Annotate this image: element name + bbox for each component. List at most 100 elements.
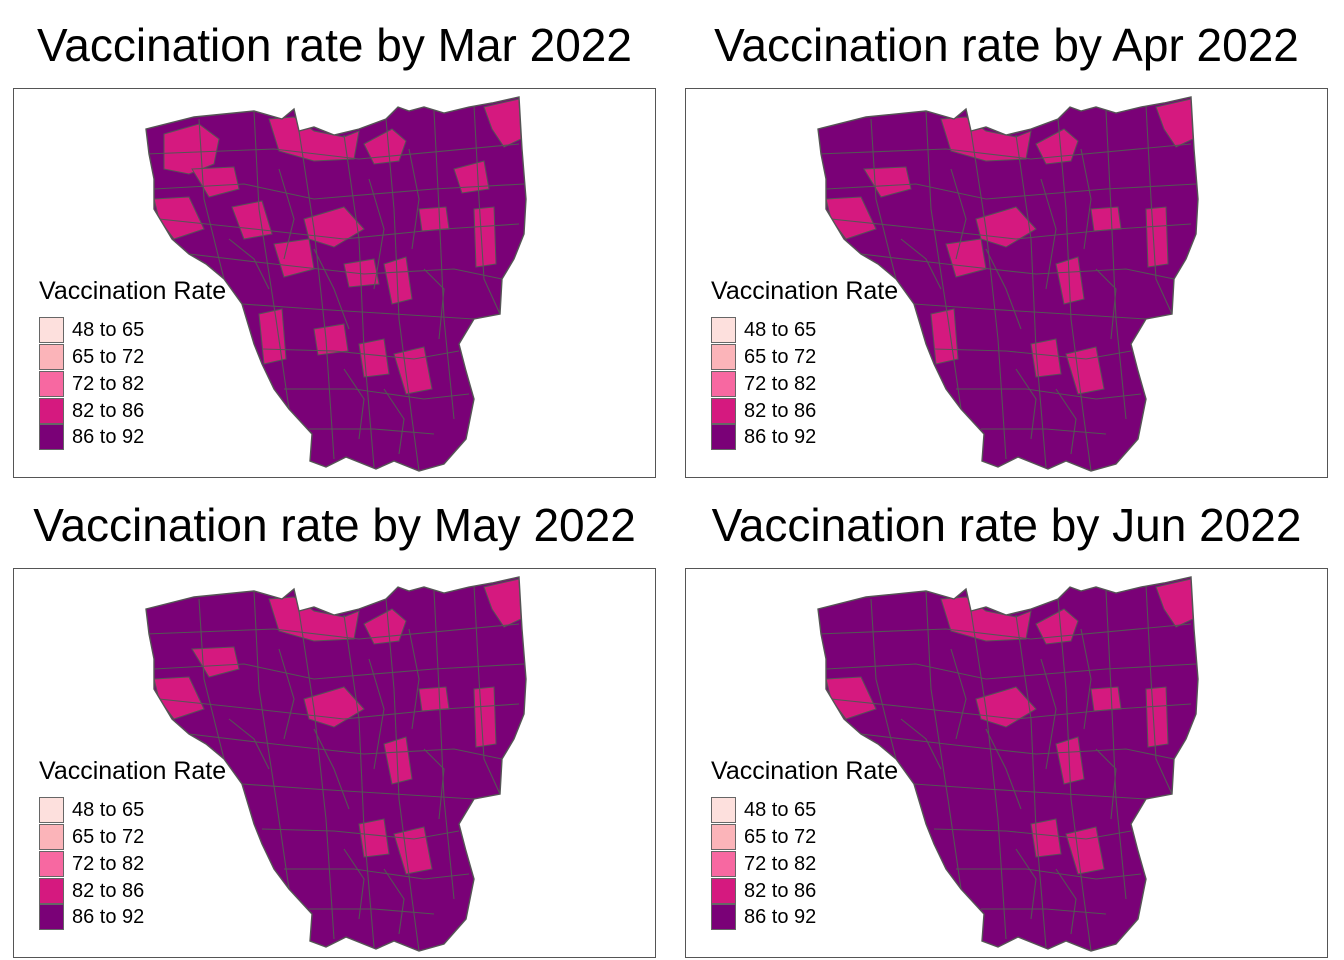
district-boundary <box>473 584 501 795</box>
district-boundary <box>153 183 525 200</box>
legend-title: Vaccination Rate <box>711 277 899 305</box>
legend-label: 48 to 65 <box>72 799 145 822</box>
legend-swatch <box>39 797 64 824</box>
district-boundary <box>1145 584 1173 795</box>
district-boundary <box>408 628 420 730</box>
panel-title: Vaccination rate by May 2022 <box>33 499 636 551</box>
district-northeast-tip <box>483 98 522 148</box>
panel-title: Vaccination rate by Mar 2022 <box>37 19 632 71</box>
legend: Vaccination Rate 48 to 65 65 to 72 72 to… <box>711 275 898 451</box>
district-boundary <box>870 598 897 760</box>
legend-item: 48 to 65 <box>39 797 226 824</box>
legend-item: 65 to 72 <box>39 344 226 371</box>
district-south-a <box>930 308 959 365</box>
legend-label: 65 to 72 <box>72 346 145 369</box>
district-boundary <box>343 134 375 468</box>
legend-item: 48 to 65 <box>39 317 226 344</box>
legend-label: 82 to 86 <box>72 879 145 902</box>
district-boundary <box>860 733 1175 760</box>
legend-swatch <box>39 370 64 397</box>
district-northeast-tip <box>483 578 522 628</box>
legend-label: 86 to 92 <box>744 426 817 449</box>
district-east-strip-c <box>383 256 413 305</box>
district-boundary <box>1015 614 1047 948</box>
district-boundary <box>284 868 470 880</box>
legend: Vaccination Rate 48 to 65 65 to 72 72 to… <box>39 755 226 931</box>
legend-swatch <box>39 904 64 931</box>
map-outline <box>817 96 1199 472</box>
district-boundary <box>830 218 1192 240</box>
choropleth-map <box>145 96 527 472</box>
district-boundary <box>433 110 455 420</box>
district-boundary <box>1080 148 1092 250</box>
legend-title: Vaccination Rate <box>39 277 227 305</box>
district-boundary <box>1057 118 1092 471</box>
legend-item: 86 to 92 <box>39 424 226 451</box>
legend-swatch <box>39 824 64 851</box>
district-boundary <box>1080 628 1092 730</box>
district-boundary <box>343 614 375 948</box>
legend-label: 72 to 82 <box>744 852 817 875</box>
district-boundary <box>473 104 501 315</box>
map-frame: Vaccination Rate 48 to 65 65 to 72 72 to… <box>685 88 1328 478</box>
choropleth-map <box>145 576 527 952</box>
district-boundary <box>1145 104 1173 315</box>
legend-item: 48 to 65 <box>711 317 898 344</box>
district-center-c <box>418 686 450 712</box>
legend-label: 48 to 65 <box>72 319 145 342</box>
legend-swatch <box>711 317 736 344</box>
legend-label: 48 to 65 <box>744 799 817 822</box>
legend-item: 82 to 86 <box>39 877 226 904</box>
district-east-strip-a <box>1145 686 1169 748</box>
legend-label: 72 to 82 <box>744 372 817 395</box>
district-boundary <box>913 783 1147 800</box>
district-center-c <box>418 206 450 232</box>
legend-label: 86 to 92 <box>72 906 145 929</box>
district-boundary <box>1057 598 1092 951</box>
district-boundary <box>298 130 335 460</box>
legend: Vaccination Rate 48 to 65 65 to 72 72 to… <box>711 755 898 931</box>
legend-label: 86 to 92 <box>744 906 817 929</box>
district-boundary <box>925 590 962 890</box>
district-boundary <box>970 130 1007 460</box>
district-boundary <box>253 590 290 890</box>
legend-swatch <box>711 397 736 424</box>
map-panel-apr: Vaccination rate by Apr 2022 Vaccination… <box>685 10 1328 480</box>
legend-label: 65 to 72 <box>744 826 817 849</box>
map-frame: Vaccination Rate 48 to 65 65 to 72 72 to… <box>685 568 1328 958</box>
map-region <box>818 97 1198 471</box>
map-region <box>146 577 526 951</box>
district-boundary <box>368 658 385 770</box>
district-boundary <box>913 303 1147 320</box>
legend-label: 82 to 86 <box>744 399 817 422</box>
district-northeast-tip <box>1155 98 1194 148</box>
district-boundary <box>950 648 967 740</box>
district-boundary <box>818 143 1192 160</box>
district-boundary <box>385 598 420 951</box>
legend-label: 72 to 82 <box>72 852 145 875</box>
district-boundary <box>368 178 385 290</box>
district-boundary <box>900 718 942 770</box>
legend-swatch <box>39 877 64 904</box>
legend-swatch <box>711 904 736 931</box>
district-boundary <box>298 610 335 940</box>
legend-swatch <box>711 824 736 851</box>
district-boundary <box>241 783 475 800</box>
map-panel-jun: Vaccination rate by Jun 2022 Vaccination… <box>685 490 1328 960</box>
legend-swatch <box>39 344 64 371</box>
district-boundary <box>158 218 520 240</box>
district-east-strip-c <box>1055 256 1085 305</box>
map-outline <box>817 576 1199 952</box>
district-boundary <box>1015 848 1037 920</box>
district-south-b <box>358 338 390 378</box>
district-boundary <box>825 663 1197 680</box>
legend-swatch <box>39 397 64 424</box>
legend-item: 82 to 86 <box>711 397 898 424</box>
district-boundary <box>253 110 290 410</box>
district-boundary <box>383 868 405 935</box>
legend-item: 86 to 92 <box>711 904 898 931</box>
legend-item: 65 to 72 <box>711 344 898 371</box>
district-boundary <box>925 110 962 410</box>
district-boundary <box>1105 110 1127 420</box>
